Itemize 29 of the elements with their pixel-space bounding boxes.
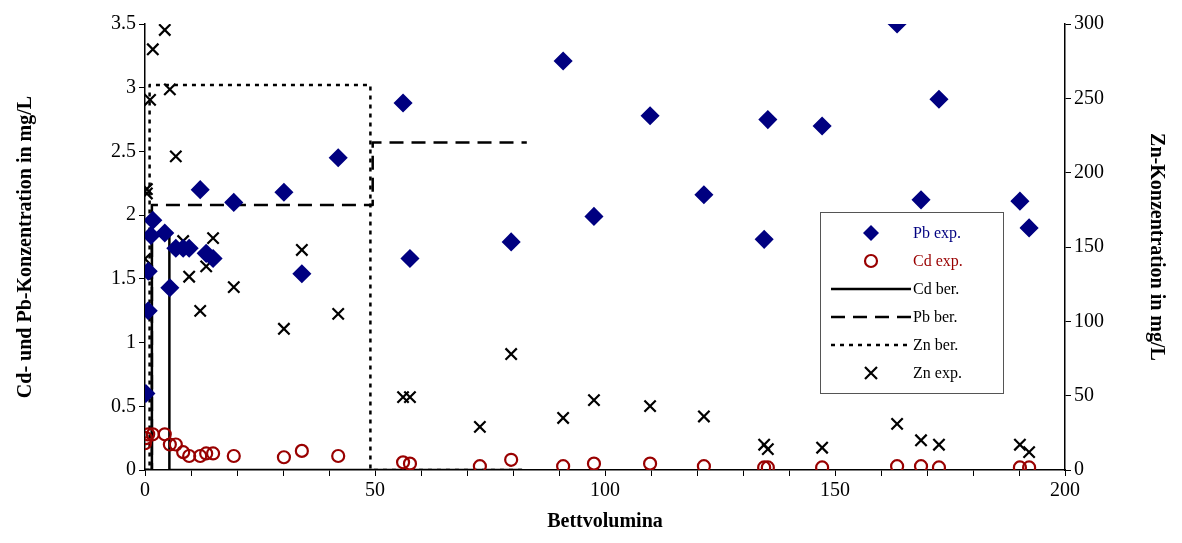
legend-label: Pb exp. <box>913 224 961 242</box>
y2-tick-label: 150 <box>1074 234 1104 257</box>
y2-tick-label: 200 <box>1074 159 1104 182</box>
y2-tick-label: 50 <box>1074 382 1094 405</box>
y-tick-label: 0 <box>126 457 136 480</box>
y-tick-label: 3.5 <box>111 11 136 34</box>
legend-label: Cd ber. <box>913 280 960 298</box>
legend-label: Zn ber. <box>913 336 959 354</box>
y2-tick-label: 100 <box>1074 308 1104 331</box>
y2-tick-label: 0 <box>1074 457 1084 480</box>
y-tick-label: 1 <box>126 329 136 352</box>
legend-label: Pb ber. <box>913 308 958 326</box>
y-tick-label: 1.5 <box>111 266 136 289</box>
y2-tick-label: 250 <box>1074 85 1104 108</box>
y-axis-title: Cd- und Pb-Konzentration in mg/L <box>13 95 37 399</box>
x-tick-label: 0 <box>140 478 150 501</box>
y-tick-label: 2.5 <box>111 138 136 161</box>
x-tick-label: 200 <box>1050 478 1080 501</box>
x-tick-label: 50 <box>365 478 385 501</box>
y2-tick-label: 300 <box>1074 11 1104 34</box>
x-tick-label: 100 <box>590 478 620 501</box>
y2-axis-title: Zn-Konzentration in mg/L <box>1145 133 1169 361</box>
y-tick-label: 3 <box>126 74 136 97</box>
legend-label: Cd exp. <box>913 252 963 270</box>
x-tick-label: 150 <box>820 478 850 501</box>
y-tick-label: 0.5 <box>111 393 136 416</box>
legend-label: Zn exp. <box>913 364 962 382</box>
x-axis-title: Bettvolumina <box>547 509 663 532</box>
y-tick-label: 2 <box>126 202 136 225</box>
